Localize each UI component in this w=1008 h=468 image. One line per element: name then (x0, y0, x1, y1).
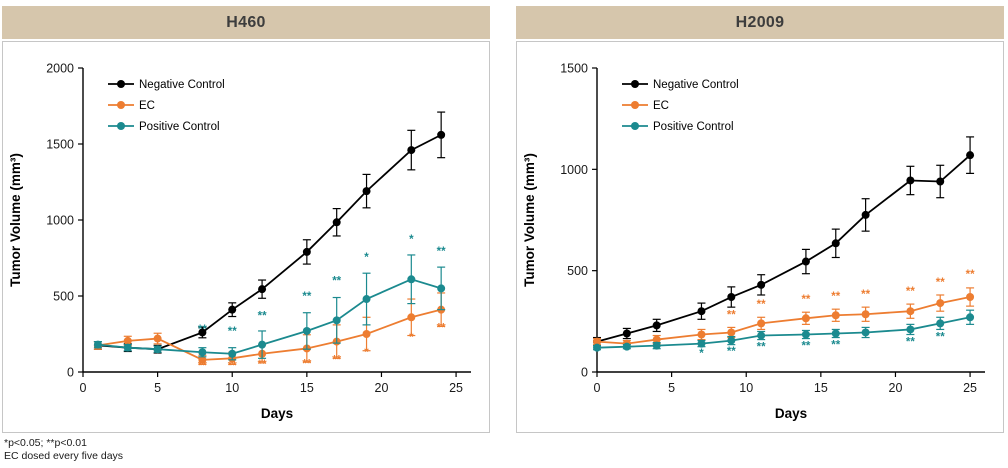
svg-text:**: ** (198, 361, 207, 373)
x-axis-label: Days (775, 406, 807, 421)
series-positive-control (593, 309, 975, 352)
svg-text:**: ** (228, 326, 237, 338)
svg-text:**: ** (831, 340, 840, 352)
svg-text:20: 20 (889, 381, 903, 395)
significance-markers: **** ** ** ** ******* ** ** ** ** ** ** (699, 269, 975, 360)
svg-text:Negative Control: Negative Control (653, 79, 739, 91)
svg-text:25: 25 (449, 381, 463, 395)
panel-header-h2009: H2009 (516, 6, 1004, 39)
svg-text:**: ** (332, 276, 341, 288)
svg-text:20: 20 (375, 381, 389, 395)
svg-text:**: ** (302, 291, 311, 303)
svg-text:1000: 1000 (560, 163, 588, 177)
svg-text:**: ** (757, 299, 766, 311)
svg-text:**: ** (228, 361, 237, 373)
axes: 0 5 10 15 20 25 0 500 1000 1500 Days Tumor Volume (… (522, 62, 985, 421)
svg-text:0: 0 (80, 381, 87, 395)
svg-text:**: ** (966, 269, 975, 281)
svg-text:500: 500 (53, 290, 74, 304)
svg-text:*: * (699, 348, 704, 360)
svg-text:5: 5 (668, 381, 675, 395)
svg-text:**: ** (906, 286, 915, 298)
svg-text:1500: 1500 (46, 138, 74, 152)
svg-text:**: ** (831, 291, 840, 303)
footnote-dosing: EC dosed every five days (4, 450, 124, 463)
series-negative-control (593, 136, 975, 347)
svg-text:**: ** (302, 358, 311, 370)
svg-text:0: 0 (581, 366, 588, 380)
svg-text:15: 15 (300, 381, 314, 395)
svg-text:**: ** (801, 341, 810, 353)
svg-text:Positive Control: Positive Control (139, 121, 220, 133)
y-axis-label: Tumor Volume (mm³) (522, 153, 537, 287)
chart-title-h2009: H2009 (735, 13, 785, 31)
svg-text:*: * (409, 332, 414, 344)
svg-text:500: 500 (567, 264, 588, 278)
svg-text:**: ** (437, 323, 446, 335)
svg-text:EC: EC (139, 100, 155, 112)
svg-text:**: ** (198, 324, 207, 336)
svg-text:2000: 2000 (46, 62, 74, 76)
series-ec (93, 292, 446, 365)
x-axis-label: Days (261, 406, 293, 421)
series-negative-control (93, 111, 446, 354)
svg-text:**: ** (437, 246, 446, 258)
chart-h460: 0 5 10 15 20 25 0 500 1000 1500 2000 Days Tumor Volu… (8, 62, 471, 421)
series-ec (593, 287, 975, 348)
svg-text:Negative Control: Negative Control (139, 79, 225, 91)
svg-text:5: 5 (154, 381, 161, 395)
svg-text:*: * (364, 252, 369, 264)
svg-text:*: * (409, 234, 414, 246)
svg-text:**: ** (258, 359, 267, 371)
svg-text:15: 15 (814, 381, 828, 395)
footnote-significance: *p<0.05; **p<0.01 (4, 437, 87, 449)
svg-text:EC: EC (653, 100, 669, 112)
legend: Negative Control EC Positive Control (622, 79, 739, 133)
chart-box-h460: 0 5 10 15 20 25 0 500 1000 1500 2000 Days Tumor Volu… (2, 41, 490, 433)
svg-text:**: ** (757, 342, 766, 354)
chart-title-h460: H460 (226, 13, 266, 31)
svg-text:**: ** (906, 337, 915, 349)
y-axis-label: Tumor Volume (mm³) (8, 153, 23, 287)
axes: 0 5 10 15 20 25 0 500 1000 1500 2000 Days Tumor Volu… (8, 62, 471, 421)
svg-text:**: ** (332, 355, 341, 367)
panel-h2009: H2009 0 5 10 15 20 25 0 500 1000 1500 Days Tumor Vo… (516, 6, 1004, 433)
svg-text:*: * (364, 347, 369, 359)
svg-text:**: ** (801, 294, 810, 306)
svg-text:**: ** (727, 309, 736, 321)
svg-text:0: 0 (594, 381, 601, 395)
panel-h460: H460 0 5 10 15 20 25 0 500 1000 1500 2000 Days Tumor… (2, 6, 490, 433)
svg-text:**: ** (861, 289, 870, 301)
svg-text:0: 0 (67, 366, 74, 380)
svg-text:**: ** (936, 332, 945, 344)
significance-markers: ** ************** ** ** ** ****** (198, 234, 446, 373)
chart-h2009: 0 5 10 15 20 25 0 500 1000 1500 Days Tumor Volume (… (522, 62, 985, 421)
svg-text:Positive Control: Positive Control (653, 121, 734, 133)
svg-text:1000: 1000 (46, 214, 74, 228)
chart-panels: H460 0 5 10 15 20 25 0 500 1000 1500 2000 Days Tumor… (2, 6, 1004, 433)
panel-header-h460: H460 (2, 6, 490, 39)
footnote: *p<0.05; **p<0.01 EC dosed every five da… (4, 437, 1008, 463)
svg-text:25: 25 (963, 381, 977, 395)
svg-text:10: 10 (225, 381, 239, 395)
svg-text:**: ** (936, 277, 945, 289)
svg-text:**: ** (258, 311, 267, 323)
series-positive-control (93, 254, 446, 361)
svg-text:10: 10 (739, 381, 753, 395)
svg-text:1500: 1500 (560, 62, 588, 76)
chart-box-h2009: 0 5 10 15 20 25 0 500 1000 1500 Days Tumor Volume (… (516, 41, 1004, 433)
legend: Negative Control EC Positive Control (108, 79, 225, 133)
svg-text:**: ** (727, 346, 736, 358)
